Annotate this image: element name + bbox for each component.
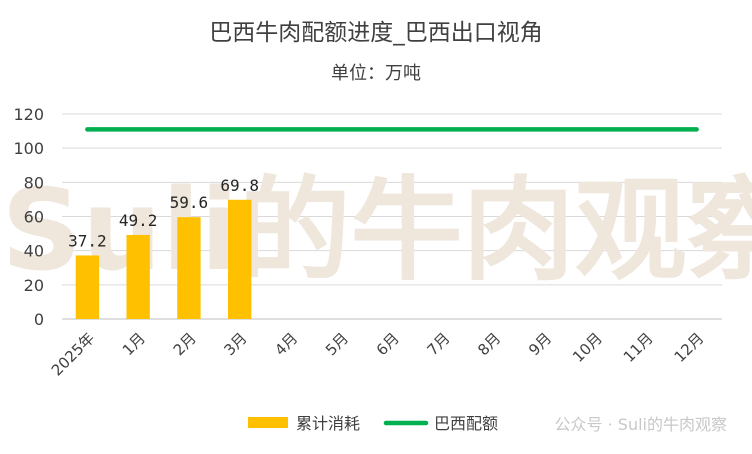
legend-label-line: 巴西配额: [434, 414, 498, 433]
bar: [75, 255, 100, 319]
bar: [177, 217, 201, 319]
chart-title: 巴西牛肉配额进度_巴西出口视角: [209, 20, 543, 46]
legend: 累计消耗 巴西配额: [248, 414, 498, 433]
y-tick-label: 0: [34, 310, 44, 329]
y-tick-label: 120: [13, 105, 44, 124]
watermark-text: Suli的牛肉观察: [1, 166, 752, 296]
chart-subtitle: 单位：万吨: [331, 63, 421, 84]
grid-lines: [62, 113, 722, 320]
bar: [228, 199, 252, 319]
legend-swatch-bar: [248, 417, 288, 428]
y-tick-label: 100: [13, 139, 44, 158]
data-label: 49.2: [119, 211, 158, 230]
bar-series: [75, 199, 252, 319]
footer-credit: 公众号 · Suli的牛肉观察: [555, 415, 727, 434]
y-tick-label: 20: [24, 276, 44, 295]
legend-label-bar: 累计消耗: [296, 414, 360, 433]
data-label: 69.8: [220, 176, 259, 195]
data-labels: 37.2 49.2 59.6 69.8: [68, 176, 259, 251]
y-tick-label: 40: [24, 242, 44, 261]
data-label: 59.6: [170, 193, 209, 212]
data-label: 37.2: [68, 231, 107, 250]
y-axis-ticks: 0 20 40 60 80 100 120: [13, 105, 44, 329]
bar: [126, 234, 150, 319]
y-tick-label: 80: [24, 173, 44, 192]
y-tick-label: 60: [24, 208, 44, 227]
